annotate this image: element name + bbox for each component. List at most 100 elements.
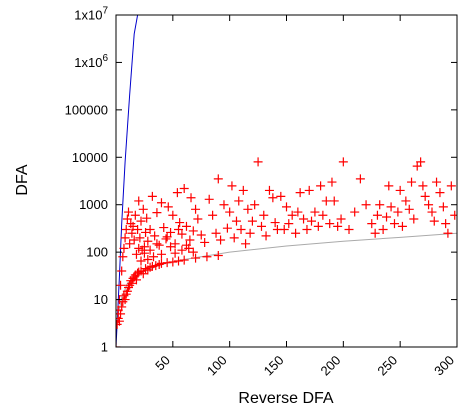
- data-point: [208, 210, 218, 220]
- reference-lines: [116, 15, 457, 347]
- data-point: [193, 214, 203, 224]
- data-point: [225, 207, 235, 217]
- data-point: [211, 228, 221, 238]
- data-point: [401, 196, 411, 206]
- data-point: [131, 249, 141, 259]
- data-point: [325, 219, 335, 229]
- data-point: [118, 252, 128, 262]
- data-point: [174, 225, 184, 235]
- data-point: [179, 183, 189, 193]
- data-point: [138, 204, 148, 214]
- y-tick-label: 100: [86, 245, 108, 260]
- y-tick-label: 1x107: [74, 6, 108, 23]
- data-point: [313, 221, 323, 231]
- data-point: [333, 221, 343, 231]
- data-point: [382, 212, 392, 222]
- steep-line-line: [116, 15, 139, 347]
- data-point: [276, 191, 286, 201]
- data-point: [130, 210, 140, 220]
- y-tick-label: 1000: [79, 197, 108, 212]
- data-point: [177, 245, 187, 255]
- data-point: [259, 210, 269, 220]
- data-point: [145, 225, 155, 235]
- data-point: [253, 157, 263, 167]
- data-point: [261, 231, 271, 241]
- data-point: [145, 245, 155, 255]
- data-point: [378, 225, 388, 235]
- x-axis-label: Reverse DFA: [238, 390, 333, 407]
- data-point: [282, 202, 291, 212]
- data-point: [149, 252, 159, 262]
- data-point: [393, 207, 403, 217]
- data-point: [174, 256, 184, 266]
- data-point: [355, 174, 365, 184]
- data-point: [188, 226, 198, 236]
- data-point: [168, 257, 178, 267]
- data-point: [321, 196, 331, 206]
- data-point: [128, 221, 138, 231]
- x-tick-label: 100: [204, 353, 230, 379]
- data-point: [307, 216, 317, 226]
- data-point: [117, 266, 127, 276]
- data-point: [299, 214, 309, 224]
- y-tick-label: 100000: [65, 102, 108, 117]
- data-point: [375, 200, 385, 210]
- data-point: [133, 225, 143, 235]
- data-point: [231, 216, 241, 226]
- data-point: [304, 185, 314, 195]
- data-point: [119, 291, 129, 301]
- data-point: [141, 264, 151, 274]
- data-point: [170, 239, 180, 249]
- data-point: [264, 185, 274, 195]
- data-point: [344, 225, 354, 235]
- data-point: [386, 202, 396, 212]
- data-point: [416, 157, 426, 167]
- data-point: [162, 232, 172, 242]
- x-tick-label: 300: [431, 353, 457, 379]
- data-point: [213, 250, 223, 260]
- data-point: [227, 181, 237, 191]
- data-point: [147, 191, 157, 201]
- data-point: [234, 196, 244, 206]
- data-point: [350, 207, 360, 217]
- data-point: [172, 188, 182, 198]
- data-point: [181, 221, 191, 231]
- data-point: [125, 280, 135, 290]
- data-point: [120, 233, 130, 243]
- data-point: [143, 254, 153, 264]
- data-point: [175, 218, 185, 228]
- data-point: [142, 213, 152, 223]
- data-point: [122, 286, 132, 296]
- data-point: [166, 242, 176, 252]
- data-point: [202, 252, 212, 262]
- data-point: [163, 202, 173, 212]
- data-point: [156, 198, 166, 208]
- data-point: [241, 239, 251, 249]
- data-point: [125, 239, 135, 249]
- y-axis-label: DFA: [14, 164, 31, 195]
- x-tick-label: 200: [318, 353, 344, 379]
- plot-frame: [115, 14, 458, 348]
- data-point: [177, 229, 187, 239]
- data-point: [450, 210, 457, 220]
- data-point: [143, 236, 153, 246]
- y-tick-label: 1: [101, 340, 108, 355]
- data-point: [372, 210, 382, 220]
- data-point: [384, 181, 394, 191]
- data-point: [200, 237, 210, 247]
- data-point: [191, 253, 201, 263]
- data-point: [216, 235, 226, 245]
- data-point: [284, 219, 294, 229]
- data-point: [213, 174, 223, 184]
- data-point: [397, 221, 407, 231]
- data-point: [222, 223, 232, 233]
- data-point: [329, 196, 339, 206]
- data-point: [424, 200, 434, 210]
- data-point: [418, 181, 428, 191]
- data-point: [186, 193, 196, 203]
- data-point: [152, 208, 162, 218]
- data-point: [127, 228, 137, 238]
- data-point: [116, 280, 126, 290]
- data-point: [336, 214, 346, 224]
- data-point: [191, 204, 201, 214]
